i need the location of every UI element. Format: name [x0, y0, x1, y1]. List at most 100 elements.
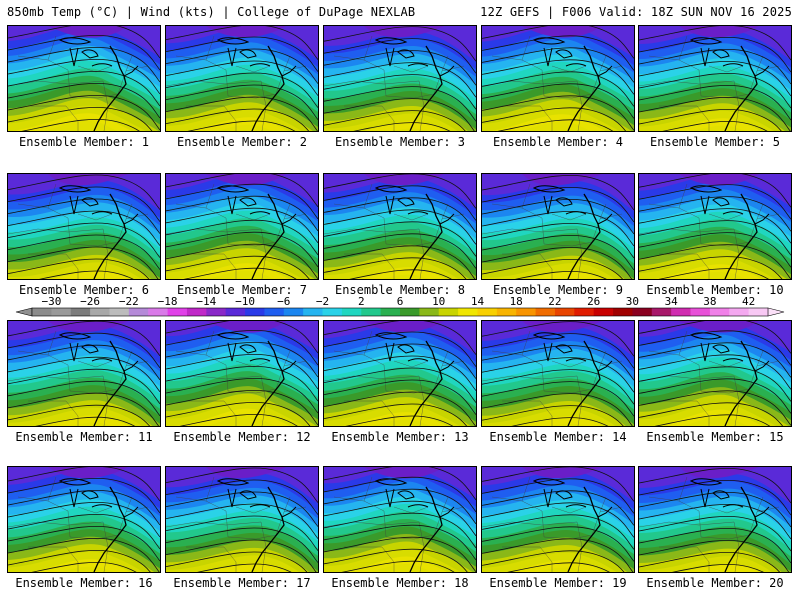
- colorbar-swatch: [535, 308, 556, 316]
- colorbar-swatch: [632, 308, 653, 316]
- colorbar-tick-label: −22: [119, 297, 139, 308]
- colorbar-min-arrow: [15, 307, 33, 317]
- colorbar-tick-label: 26: [587, 297, 600, 308]
- colorbar-swatch: [32, 308, 52, 316]
- colorbar-swatch: [186, 308, 207, 316]
- colorbar-swatch: [709, 308, 730, 316]
- colorbar-swatch: [51, 308, 72, 316]
- ensemble-member-map: [323, 25, 477, 132]
- ensemble-member-map: [7, 466, 161, 573]
- colorbar-swatch: [651, 308, 672, 316]
- ensemble-member-label: Ensemble Member: 19: [489, 576, 627, 590]
- ensemble-member-label: Ensemble Member: 18: [331, 576, 469, 590]
- colorbar-swatch: [70, 308, 91, 316]
- ensemble-member-label: Ensemble Member: 8: [334, 283, 466, 297]
- colorbar-swatch: [245, 308, 265, 316]
- colorbar-tick-label: −30: [41, 297, 61, 308]
- ensemble-member-map: [323, 466, 477, 573]
- ensemble-member-label: Ensemble Member: 2: [176, 135, 308, 149]
- ensemble-member-map: [638, 173, 792, 280]
- colorbar-swatch: [419, 308, 440, 316]
- ensemble-member-label: Ensemble Member: 11: [15, 430, 153, 444]
- colorbar-swatch: [148, 308, 168, 316]
- ensemble-member-map: [165, 173, 319, 280]
- colorbar-swatch: [322, 308, 343, 316]
- colorbar-tick-label: 6: [397, 297, 404, 308]
- colorbar-swatch: [438, 308, 459, 316]
- ensemble-member-map: [323, 173, 477, 280]
- colorbar-tick-label: 34: [665, 297, 679, 308]
- colorbar-swatch: [748, 308, 769, 316]
- ensemble-member-map: [638, 320, 792, 427]
- ensemble-member-map: [165, 25, 319, 132]
- ensemble-member-map: [7, 173, 161, 280]
- colorbar-tick-label: 10: [432, 297, 445, 308]
- ensemble-member-map: [7, 25, 161, 132]
- colorbar-tick-label: −18: [158, 297, 178, 308]
- ensemble-member-label: Ensemble Member: 20: [646, 576, 784, 590]
- colorbar-swatch: [593, 308, 614, 316]
- colorbar-swatch: [90, 308, 110, 316]
- colorbar-swatch: [516, 308, 536, 316]
- colorbar-swatch: [613, 308, 633, 316]
- colorbar-swatch: [225, 308, 246, 316]
- colorbar-max-arrow: [767, 307, 785, 317]
- colorbar-swatch: [109, 308, 130, 316]
- colorbar-swatch: [690, 308, 711, 316]
- ensemble-member-label: Ensemble Member: 6: [18, 283, 150, 297]
- ensemble-member-map: [323, 320, 477, 427]
- colorbar-swatch: [341, 308, 362, 316]
- ensemble-member-map: [638, 466, 792, 573]
- colorbar-swatch: [361, 308, 382, 316]
- ensemble-member-label: Ensemble Member: 7: [176, 283, 308, 297]
- header-title: 850mb Temp (°C) | Wind (kts) | College o…: [7, 5, 416, 19]
- ensemble-member-label: Ensemble Member: 16: [15, 576, 153, 590]
- ensemble-member-map: [481, 320, 635, 427]
- temperature-colorbar: −30 −26 −22 −18 −14 −10 −6 −2 2 6 10 14 18 22 26 30 34 38…: [10, 297, 790, 323]
- ensemble-member-label: Ensemble Member: 14: [489, 430, 627, 444]
- colorbar-swatch: [729, 308, 750, 316]
- colorbar-swatch: [264, 308, 285, 316]
- colorbar-outline: [31, 307, 769, 317]
- colorbar-tick-label: 30: [626, 297, 639, 308]
- colorbar-swatch: [206, 308, 227, 316]
- colorbar-tick-label: 18: [510, 297, 523, 308]
- ensemble-member-label: Ensemble Member: 10: [646, 283, 784, 297]
- ensemble-member-label: Ensemble Member: 15: [646, 430, 784, 444]
- colorbar-swatch: [574, 308, 595, 316]
- colorbar-swatch: [380, 308, 401, 316]
- ensemble-member-map: [7, 320, 161, 427]
- ensemble-member-label: Ensemble Member: 5: [649, 135, 781, 149]
- colorbar-swatch: [167, 308, 188, 316]
- colorbar-swatch: [283, 308, 304, 316]
- colorbar-swatch: [303, 308, 323, 316]
- colorbar-tick-label: −6: [277, 297, 290, 308]
- ensemble-member-label: Ensemble Member: 4: [492, 135, 624, 149]
- ensemble-member-map: [638, 25, 792, 132]
- ensemble-member-map: [481, 25, 635, 132]
- colorbar-swatch: [458, 308, 478, 316]
- ensemble-member-map: [165, 466, 319, 573]
- ensemble-member-label: Ensemble Member: 13: [331, 430, 469, 444]
- colorbar-tick-label: 14: [471, 297, 485, 308]
- ensemble-member-label: Ensemble Member: 1: [18, 135, 150, 149]
- ensemble-member-label: Ensemble Member: 9: [492, 283, 624, 297]
- colorbar-swatch: [400, 308, 420, 316]
- colorbar-tick-label: −10: [235, 297, 255, 308]
- ensemble-member-map: [481, 173, 635, 280]
- colorbar-tick-label: −2: [316, 297, 329, 308]
- ensemble-member-map: [481, 466, 635, 573]
- colorbar-swatch: [554, 308, 575, 316]
- header-valid-time: 12Z GEFS | F006 Valid: 18Z SUN NOV 16 20…: [480, 5, 792, 19]
- colorbar-tick-label: −14: [196, 297, 216, 308]
- colorbar-tick-label: 38: [703, 297, 716, 308]
- colorbar-tick-label: 22: [548, 297, 561, 308]
- ensemble-member-label: Ensemble Member: 12: [173, 430, 311, 444]
- colorbar-tick-label: 42: [742, 297, 755, 308]
- ensemble-member-map: [165, 320, 319, 427]
- ensemble-member-label: Ensemble Member: 3: [334, 135, 466, 149]
- colorbar-swatch: [496, 308, 517, 316]
- ensemble-member-label: Ensemble Member: 17: [173, 576, 311, 590]
- colorbar-swatch: [671, 308, 691, 316]
- colorbar-tick-label: 2: [358, 297, 365, 308]
